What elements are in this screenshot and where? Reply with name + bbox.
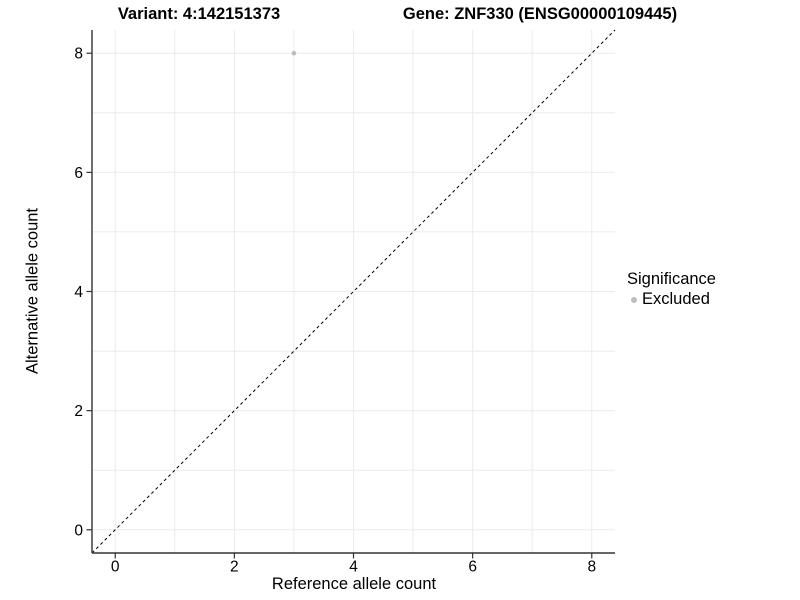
y-tick-label: 6 — [74, 165, 83, 182]
plot-title-variant: Variant: 4:142151373 — [117, 5, 281, 23]
y-tick-label: 2 — [74, 403, 83, 420]
x-tick-label: 4 — [349, 559, 358, 576]
data-point — [291, 50, 297, 56]
y-tick-label: 4 — [74, 284, 83, 301]
y-tick-label: 0 — [74, 522, 83, 539]
legend-item-excluded: Excluded — [627, 290, 716, 309]
legend-point-icon — [631, 297, 637, 303]
legend: Significance Excluded — [627, 270, 716, 309]
x-tick-label: 6 — [468, 559, 477, 576]
x-tick-label: 8 — [587, 559, 596, 576]
x-axis-title: Reference allele count — [271, 575, 437, 593]
legend-title: Significance — [627, 270, 716, 288]
legend-item-label: Excluded — [642, 290, 710, 308]
x-tick-label: 0 — [111, 559, 120, 576]
x-tick-label: 2 — [230, 559, 239, 576]
y-axis-title: Alternative allele count — [23, 207, 42, 375]
y-tick-label: 8 — [74, 46, 83, 63]
plot-title-gene: Gene: ZNF330 (ENSG00000109445) — [402, 5, 678, 23]
